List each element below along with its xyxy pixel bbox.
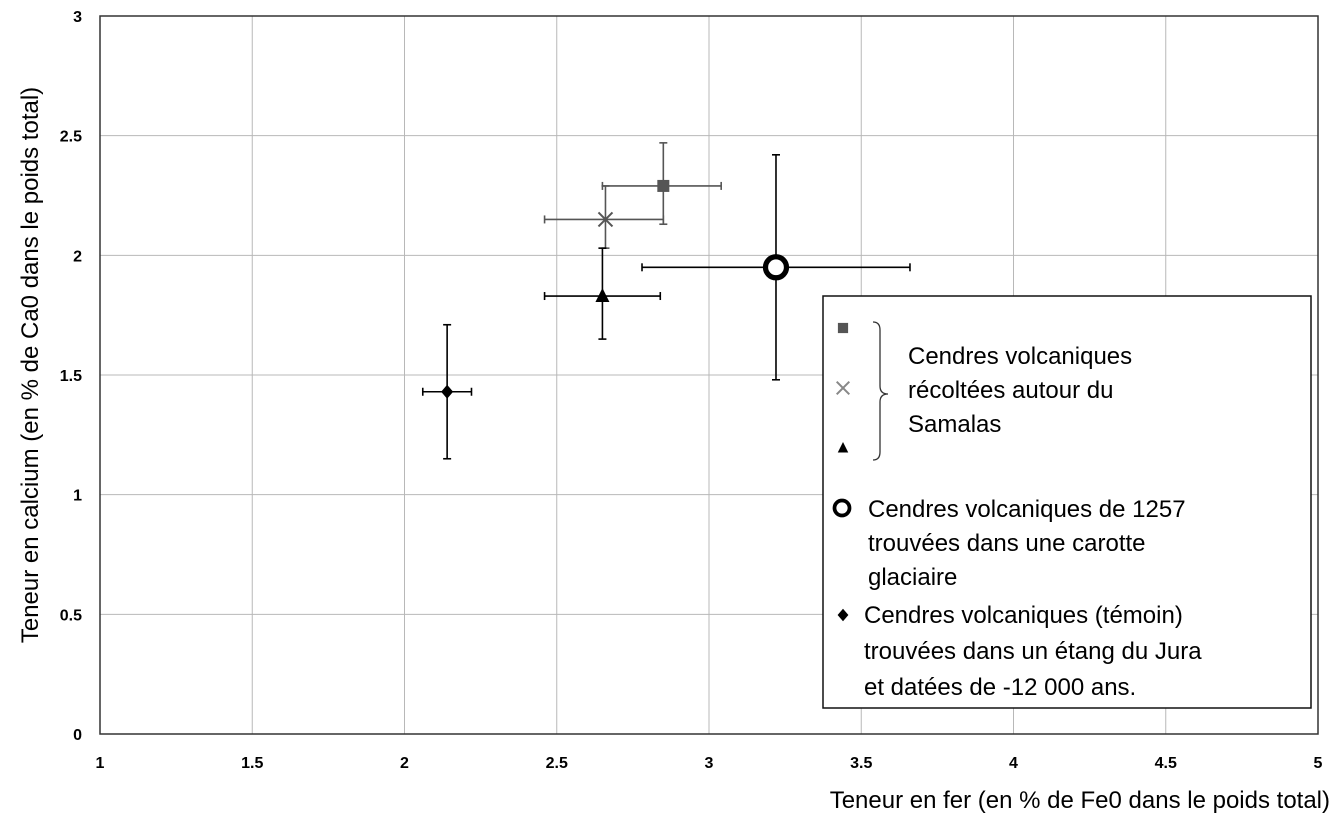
data-point-square [601, 142, 722, 226]
y-tick-label: 1 [73, 488, 82, 505]
triangle-marker [837, 442, 849, 453]
triangle-marker [595, 288, 610, 303]
x-tick-label: 3 [705, 755, 714, 772]
y-tick-label: 3 [73, 9, 82, 26]
data-point-diamond [421, 323, 473, 460]
tick-labels: 1 1.5 2 2.5 3 3.5 4 4.5 5 0 0.5 1 1.5 2 2.5 3 [60, 9, 1323, 772]
open-circle-marker [832, 498, 852, 518]
cross-marker-stroke [597, 211, 614, 228]
x-axis-label: Teneur en fer (en % de Fe0 dans le poids… [830, 787, 1330, 814]
cross-marker [835, 380, 851, 396]
x-tick-label: 2 [400, 755, 409, 772]
y-tick-label: 1.5 [60, 368, 82, 385]
y-tick-label: 0 [73, 727, 82, 744]
legend-group-line-3: Samalas [908, 411, 1001, 438]
legend-brace [872, 321, 889, 461]
legend-diamond-line-1: Cendres volcaniques (témoin) [864, 602, 1183, 629]
diamond-marker [441, 384, 454, 399]
data-point-cross [543, 185, 665, 249]
legend-circle-line-1: Cendres volcaniques de 1257 [868, 496, 1186, 523]
legend-box [822, 295, 1312, 709]
plot-area-border [99, 15, 1319, 735]
x-tick-label: 1.5 [241, 755, 263, 772]
cross-marker-stroke [835, 380, 851, 396]
y-tick-label: 0.5 [60, 607, 82, 624]
x-tick-label: 4.5 [1155, 755, 1177, 772]
x-tick-label: 1 [96, 755, 105, 772]
legend-diamond-line-3: et datées de -12 000 ans. [864, 674, 1136, 701]
data-point-triangle [543, 247, 662, 340]
y-tick-label: 2 [73, 248, 82, 265]
square-marker [657, 179, 670, 192]
open-circle-marker [762, 254, 790, 281]
legend-circle-line-3: glaciaire [868, 564, 957, 591]
cross-marker [597, 211, 614, 228]
legend-diamond-line-2: trouvées dans un étang du Jura [864, 638, 1202, 665]
data-point-circle-open [641, 154, 911, 381]
x-tick-label: 4 [1009, 755, 1018, 772]
y-axis-label: Teneur en calcium (en % de Ca0 dans le p… [17, 87, 44, 643]
x-tick-label: 3.5 [850, 755, 872, 772]
legend-markers [832, 322, 852, 622]
legend-circle-line-2: trouvées dans une carotte [868, 530, 1146, 557]
square-marker [837, 322, 849, 334]
diamond-marker [837, 608, 849, 622]
x-tick-label: 2.5 [546, 755, 568, 772]
legend: Cendres volcaniques récoltées autour du … [822, 295, 1312, 709]
y-tick-label: 2.5 [60, 129, 82, 146]
x-tick-label: 5 [1314, 755, 1323, 772]
legend-group-line-1: Cendres volcaniques [908, 343, 1132, 370]
data-series [421, 142, 911, 460]
legend-group-line-2: récoltées autour du [908, 377, 1113, 404]
